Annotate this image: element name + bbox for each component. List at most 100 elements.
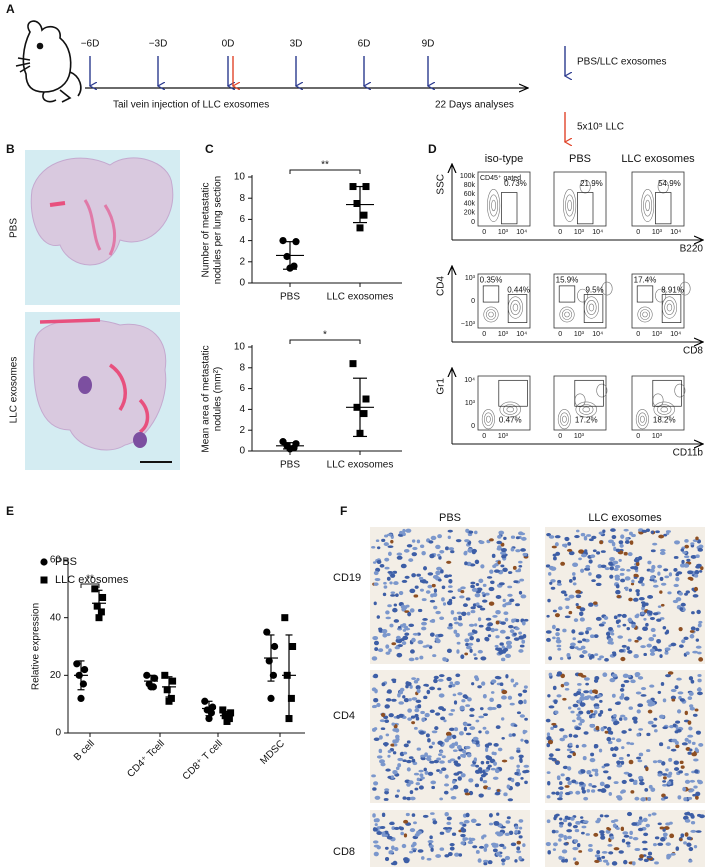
cell — [613, 546, 617, 552]
cell — [394, 847, 399, 852]
cell — [459, 821, 464, 825]
cell — [630, 679, 636, 684]
cell — [656, 638, 662, 644]
cell — [634, 847, 641, 852]
cell — [633, 597, 639, 602]
cell — [674, 540, 680, 545]
cell — [397, 692, 401, 698]
cell — [457, 771, 463, 774]
contour — [559, 412, 569, 426]
cell — [416, 677, 420, 682]
contour — [601, 281, 613, 296]
cell — [513, 632, 517, 636]
cell — [578, 710, 584, 715]
cell — [396, 552, 403, 556]
cell — [500, 564, 505, 568]
data-point — [281, 614, 289, 622]
cell — [435, 610, 441, 615]
gate — [574, 379, 604, 407]
cell — [437, 534, 442, 539]
cell — [589, 714, 593, 719]
cell — [518, 835, 523, 839]
cell — [480, 656, 487, 661]
cell — [548, 672, 553, 677]
data-point — [362, 395, 370, 403]
cell — [482, 726, 487, 730]
cell — [601, 765, 606, 769]
he-section-llc — [25, 312, 180, 470]
cell — [384, 788, 390, 792]
cell — [409, 608, 415, 613]
cell — [680, 602, 686, 607]
cell — [409, 828, 416, 833]
cell — [453, 621, 460, 625]
cell — [576, 713, 581, 717]
cell — [613, 847, 620, 851]
cell — [396, 555, 403, 560]
cell — [424, 712, 430, 718]
cell — [507, 585, 513, 589]
cell — [698, 779, 702, 783]
cell — [478, 730, 482, 734]
cell — [629, 540, 634, 545]
y-axis-label: nodules (mm²) — [213, 367, 224, 431]
cell — [572, 562, 579, 568]
cell — [581, 553, 587, 558]
cell — [690, 820, 696, 825]
cell — [482, 599, 488, 603]
cell — [473, 630, 478, 634]
cell — [489, 569, 494, 574]
cell — [384, 790, 389, 795]
cell — [590, 696, 596, 701]
cell — [450, 708, 456, 712]
cell — [488, 586, 495, 592]
cell — [474, 769, 481, 774]
cell — [601, 851, 608, 854]
cell — [689, 706, 695, 711]
cell — [599, 709, 604, 715]
cell — [657, 759, 663, 764]
cell — [447, 851, 453, 857]
cell — [411, 697, 418, 701]
cell — [467, 840, 474, 845]
cell — [416, 573, 421, 577]
cell — [674, 685, 679, 690]
cell — [393, 743, 398, 747]
cell — [498, 530, 505, 535]
cell — [442, 827, 449, 830]
cell — [696, 609, 701, 615]
cell — [466, 645, 472, 650]
cell — [485, 747, 489, 753]
cell — [423, 566, 428, 571]
cell — [693, 758, 699, 762]
cell — [605, 829, 611, 834]
panel-label: E — [6, 504, 14, 518]
cell — [680, 833, 685, 838]
percentage: 8.91% — [661, 285, 684, 294]
cell — [630, 582, 635, 586]
cell — [467, 533, 473, 537]
cell — [689, 779, 696, 783]
cell — [567, 754, 572, 759]
cell — [665, 842, 671, 846]
cell — [589, 757, 596, 763]
cell — [602, 770, 609, 774]
cell — [473, 757, 478, 762]
cell — [627, 650, 633, 654]
cell — [576, 842, 581, 848]
cell — [510, 547, 515, 552]
mouse-drawing — [15, 20, 82, 103]
cell — [586, 710, 591, 715]
cell — [636, 732, 640, 737]
cell — [615, 548, 621, 553]
cell — [509, 598, 515, 603]
row-label: CD19 — [333, 572, 361, 584]
cell — [483, 785, 489, 790]
cell — [480, 760, 485, 765]
cell — [616, 764, 623, 768]
cell — [501, 759, 508, 763]
cell — [546, 533, 552, 537]
cell — [418, 785, 424, 790]
x-axis-name: B220 — [680, 244, 704, 255]
cell — [386, 835, 393, 840]
